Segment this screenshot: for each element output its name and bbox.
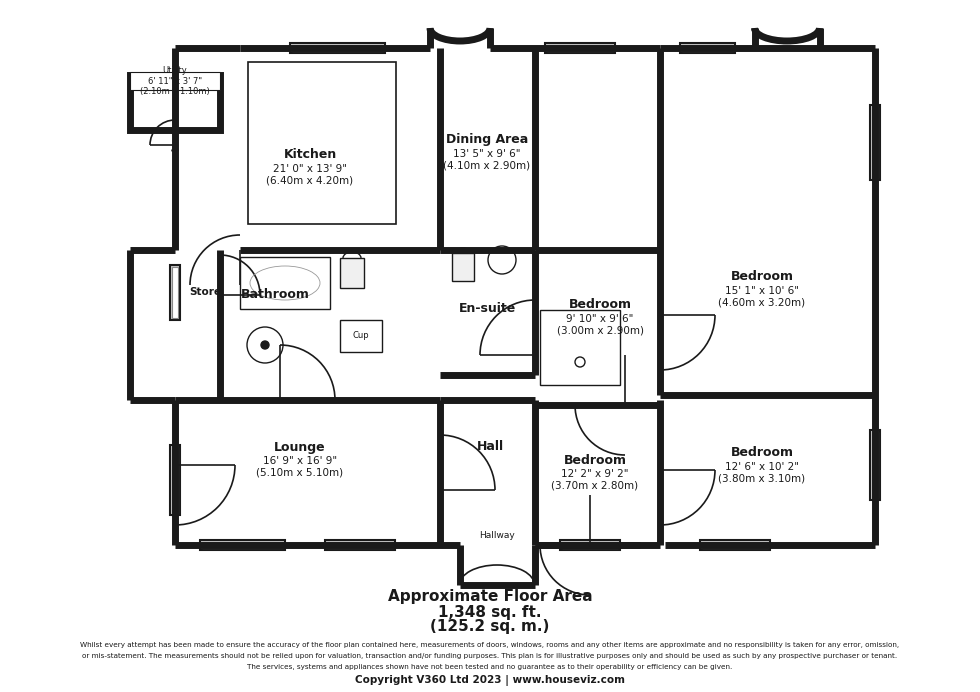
Bar (202, 542, 283, 548)
Text: Utility
6' 11" x 3' 7"
(2.10m x 1.10m): Utility 6' 11" x 3' 7" (2.10m x 1.10m) (140, 66, 210, 96)
Circle shape (261, 341, 269, 349)
Bar (700, 540, 770, 550)
Text: 1,348 sq. ft.: 1,348 sq. ft. (438, 605, 542, 619)
Text: Bedroom: Bedroom (730, 446, 794, 459)
Bar (200, 540, 285, 550)
Text: Hallway: Hallway (479, 531, 514, 540)
Text: Bathroom: Bathroom (240, 289, 310, 302)
FancyBboxPatch shape (130, 72, 220, 90)
Bar (872, 107, 878, 178)
Bar (540, 310, 620, 385)
Bar (870, 430, 880, 500)
Text: 21' 0" x 13' 9"
(6.40m x 4.20m): 21' 0" x 13' 9" (6.40m x 4.20m) (267, 164, 354, 185)
Text: 16' 9" x 16' 9"
(5.10m x 5.10m): 16' 9" x 16' 9" (5.10m x 5.10m) (257, 456, 344, 477)
Bar (325, 540, 395, 550)
Text: Dining Area: Dining Area (446, 134, 528, 147)
Bar (545, 43, 615, 53)
Text: Bedroom: Bedroom (568, 298, 631, 311)
Bar (248, 62, 396, 224)
Bar (240, 257, 330, 309)
Bar (340, 320, 382, 352)
Text: Copyright V360 Ltd 2023 | www.houseviz.com: Copyright V360 Ltd 2023 | www.houseviz.c… (355, 675, 625, 686)
Text: The services, systems and appliances shown have not been tested and no guarantee: The services, systems and appliances sho… (247, 664, 733, 670)
Bar (170, 445, 180, 515)
Bar (290, 43, 385, 53)
Text: 12' 2" x 9' 2"
(3.70m x 2.80m): 12' 2" x 9' 2" (3.70m x 2.80m) (552, 469, 639, 491)
Text: Whilst every attempt has been made to ensure the accuracy of the floor plan cont: Whilst every attempt has been made to en… (80, 642, 900, 648)
Bar (560, 540, 620, 550)
Text: Bedroom: Bedroom (564, 453, 626, 466)
Bar (327, 542, 393, 548)
Text: 15' 1" x 10' 6"
(4.60m x 3.20m): 15' 1" x 10' 6" (4.60m x 3.20m) (718, 286, 806, 308)
Bar (547, 45, 613, 51)
Bar (292, 45, 383, 51)
Bar (130, 75, 220, 130)
Bar (872, 432, 878, 498)
Text: Bedroom: Bedroom (730, 271, 794, 284)
Text: 12' 6" x 10' 2"
(3.80m x 3.10m): 12' 6" x 10' 2" (3.80m x 3.10m) (718, 462, 806, 484)
Bar (562, 542, 618, 548)
Bar (340, 258, 364, 288)
Text: 13' 5" x 9' 6"
(4.10m x 2.90m): 13' 5" x 9' 6" (4.10m x 2.90m) (443, 149, 530, 171)
Text: En-suite: En-suite (459, 302, 515, 314)
Text: Approximate Floor Area: Approximate Floor Area (388, 590, 592, 605)
Text: Hall: Hall (476, 441, 504, 453)
Bar (680, 43, 735, 53)
Bar (702, 542, 768, 548)
Text: or mis-statement. The measurements should not be relied upon for valuation, tran: or mis-statement. The measurements shoul… (82, 653, 898, 659)
Text: Kitchen: Kitchen (283, 149, 336, 161)
Text: Cup: Cup (353, 331, 369, 340)
Bar (870, 105, 880, 180)
Text: Store: Store (189, 287, 221, 297)
Bar (172, 267, 178, 318)
Bar (682, 45, 733, 51)
Bar (452, 253, 474, 281)
Bar (170, 265, 180, 320)
Text: Lounge: Lounge (274, 441, 325, 453)
Text: 9' 10" x 9' 6"
(3.00m x 2.90m): 9' 10" x 9' 6" (3.00m x 2.90m) (557, 314, 644, 336)
Text: (125.2 sq. m.): (125.2 sq. m.) (430, 619, 550, 633)
Bar (172, 447, 178, 513)
